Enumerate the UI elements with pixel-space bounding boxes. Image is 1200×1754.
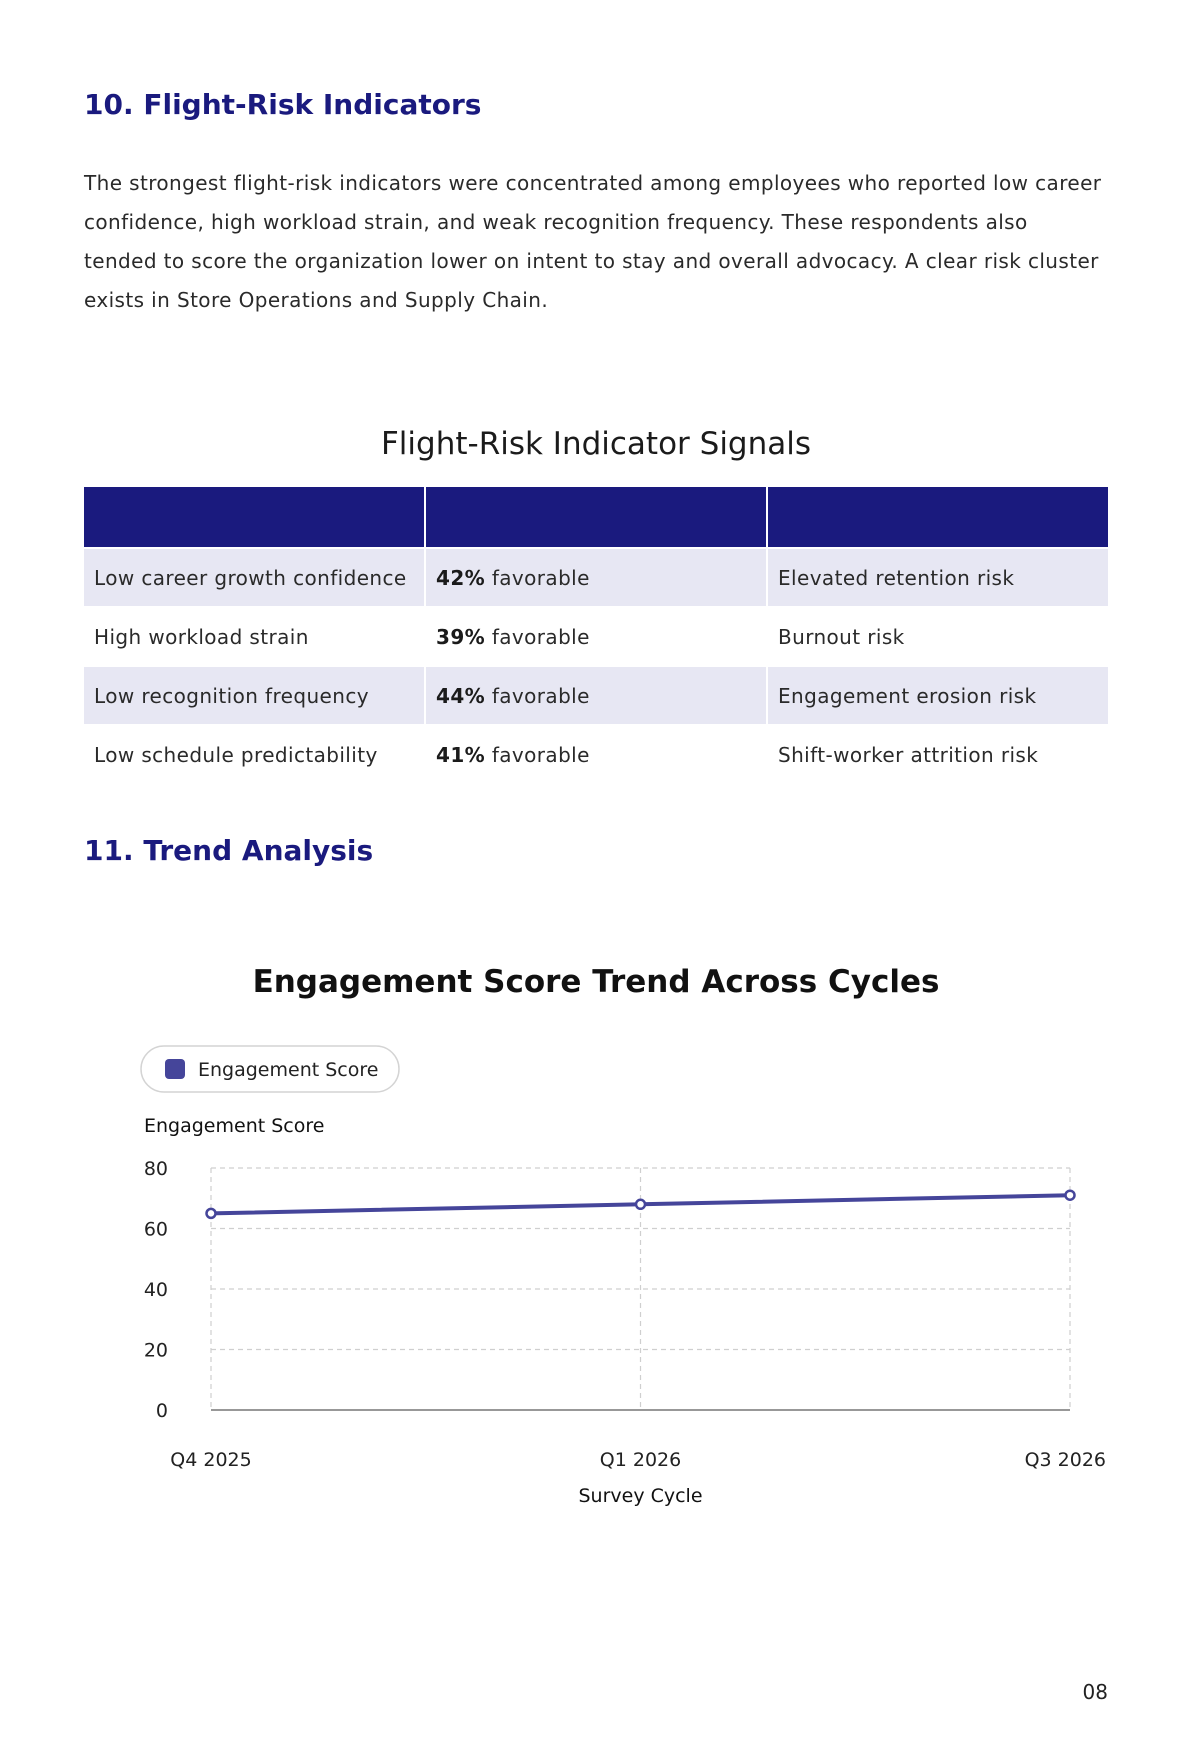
table-header-cell <box>424 487 767 548</box>
risk-cell: Engagement erosion risk <box>766 666 1108 725</box>
favorable-label: favorable <box>485 624 590 649</box>
flight-risk-table: Low career growth confidence 42% favorab… <box>84 487 1108 783</box>
risk-cell: Elevated retention risk <box>766 548 1108 607</box>
section-heading-flight-risk: 10. Flight-Risk Indicators <box>84 88 482 121</box>
indicator-cell: Low schedule predictability <box>84 725 425 783</box>
favorable-cell: 42% favorable <box>424 548 767 607</box>
x-tick-label: Q4 2025 <box>170 1449 251 1471</box>
section-heading-trend-analysis: 11. Trend Analysis <box>84 834 374 867</box>
chart-title: Engagement Score Trend Across Cycles <box>252 964 940 1000</box>
table-row: Low schedule predictability 41% favorabl… <box>84 725 1108 783</box>
data-point <box>205 1207 217 1220</box>
y-axis-label: Engagement Score <box>144 1115 324 1137</box>
data-point <box>634 1198 647 1211</box>
page-number: 08 <box>1082 1680 1108 1704</box>
favorable-percent: 44% <box>436 683 486 708</box>
legend-label: Engagement Score <box>198 1059 378 1081</box>
chart-legend[interactable]: Engagement Score <box>140 1045 400 1093</box>
favorable-label: favorable <box>485 565 590 590</box>
table-header-cell <box>766 487 1108 548</box>
table-header-cell <box>84 487 425 548</box>
data-point <box>1064 1189 1076 1201</box>
x-axis-label: Survey Cycle <box>578 1485 702 1507</box>
legend-box <box>140 1045 400 1093</box>
favorable-percent: 42% <box>436 565 486 590</box>
favorable-cell: 41% favorable <box>424 725 767 783</box>
table-header-row <box>84 487 1108 548</box>
favorable-label: favorable <box>485 742 590 767</box>
table-row: Low recognition frequency 44% favorable … <box>84 666 1108 725</box>
favorable-percent: 41% <box>436 742 486 767</box>
x-tick-label: Q1 2026 <box>600 1449 681 1471</box>
y-tick-label: 40 <box>144 1279 168 1301</box>
favorable-cell: 44% favorable <box>424 666 767 725</box>
y-tick-label: 60 <box>144 1219 168 1241</box>
indicator-cell: Low career growth confidence <box>84 548 425 607</box>
favorable-cell: 39% favorable <box>424 607 767 666</box>
favorable-percent: 39% <box>436 624 486 649</box>
flight-risk-paragraph: The strongest flight-risk indicators wer… <box>84 171 1102 312</box>
y-tick-label: 0 <box>156 1400 168 1422</box>
risk-cell: Burnout risk <box>766 607 1108 666</box>
table-title: Flight-Risk Indicator Signals <box>380 426 812 462</box>
table-row: High workload strain 39% favorable Burno… <box>84 607 1108 666</box>
chart-labels: 0 20 40 60 80 Q4 2025 Q1 2026 Q3 2026 Engagement… <box>144 1115 1106 1507</box>
legend-swatch <box>165 1059 185 1079</box>
indicator-cell: High workload strain <box>84 607 425 666</box>
chart-series <box>205 1189 1076 1220</box>
table-row: Low career growth confidence 42% favorab… <box>84 548 1108 607</box>
indicator-cell: Low recognition frequency <box>84 666 425 725</box>
chart-grid <box>210 1167 1071 1410</box>
y-tick-label: 80 <box>144 1158 168 1180</box>
risk-cell: Shift-worker attrition risk <box>766 725 1108 783</box>
series-line <box>209 1193 1072 1216</box>
x-tick-label: Q3 2026 <box>1025 1449 1106 1471</box>
favorable-label: favorable <box>485 683 590 708</box>
legend-item-engagement-score[interactable]: Engagement Score <box>140 1045 400 1093</box>
y-tick-label: 20 <box>144 1340 168 1362</box>
